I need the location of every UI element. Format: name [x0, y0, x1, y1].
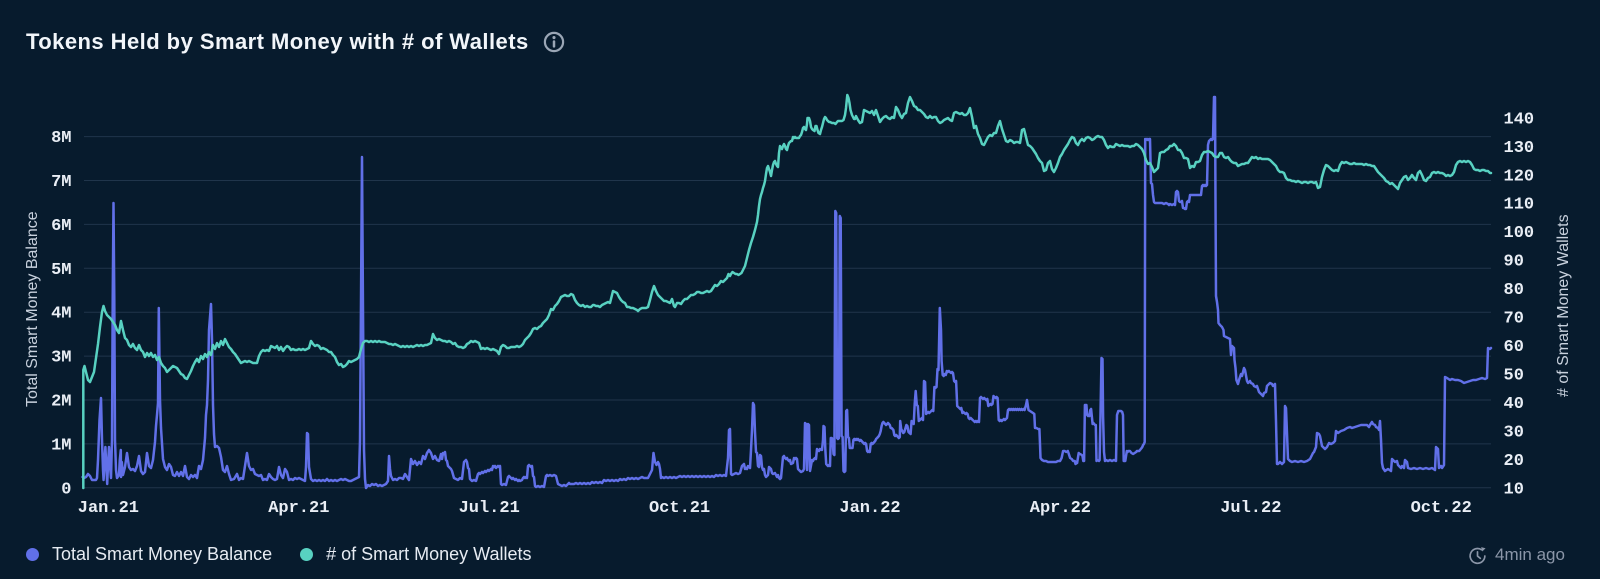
svg-text:20: 20 — [1504, 452, 1524, 471]
svg-text:70: 70 — [1504, 310, 1524, 329]
svg-text:1M: 1M — [51, 436, 71, 455]
svg-text:Jul.21: Jul.21 — [459, 499, 520, 518]
svg-text:Oct.22: Oct.22 — [1411, 499, 1472, 518]
svg-text:Jan.22: Jan.22 — [839, 499, 900, 518]
svg-text:8M: 8M — [51, 129, 71, 148]
svg-text:40: 40 — [1504, 395, 1524, 414]
svg-text:30: 30 — [1504, 423, 1524, 442]
svg-text:5M: 5M — [51, 261, 71, 280]
svg-text:90: 90 — [1504, 253, 1524, 272]
svg-text:Total Smart Money Balance: Total Smart Money Balance — [24, 211, 41, 407]
svg-text:Apr.21: Apr.21 — [268, 499, 329, 518]
svg-text:120: 120 — [1504, 167, 1535, 186]
svg-text:60: 60 — [1504, 338, 1524, 357]
svg-text:10: 10 — [1504, 480, 1524, 499]
svg-text:130: 130 — [1504, 139, 1535, 158]
svg-text:3M: 3M — [51, 349, 71, 368]
svg-text:Oct.21: Oct.21 — [649, 499, 710, 518]
svg-text:Apr.22: Apr.22 — [1030, 499, 1091, 518]
svg-text:# of Smart Money Wallets: # of Smart Money Wallets — [1555, 214, 1572, 397]
svg-text:4M: 4M — [51, 305, 71, 324]
svg-text:7M: 7M — [51, 173, 71, 192]
svg-text:80: 80 — [1504, 281, 1524, 300]
svg-text:6M: 6M — [51, 217, 71, 236]
svg-text:0: 0 — [61, 480, 71, 499]
svg-text:110: 110 — [1504, 196, 1535, 215]
svg-text:2M: 2M — [51, 393, 71, 412]
svg-text:140: 140 — [1504, 110, 1535, 129]
svg-text:100: 100 — [1504, 224, 1535, 243]
svg-text:50: 50 — [1504, 367, 1524, 386]
svg-text:Jan.21: Jan.21 — [78, 499, 139, 518]
svg-text:Jul.22: Jul.22 — [1220, 499, 1281, 518]
